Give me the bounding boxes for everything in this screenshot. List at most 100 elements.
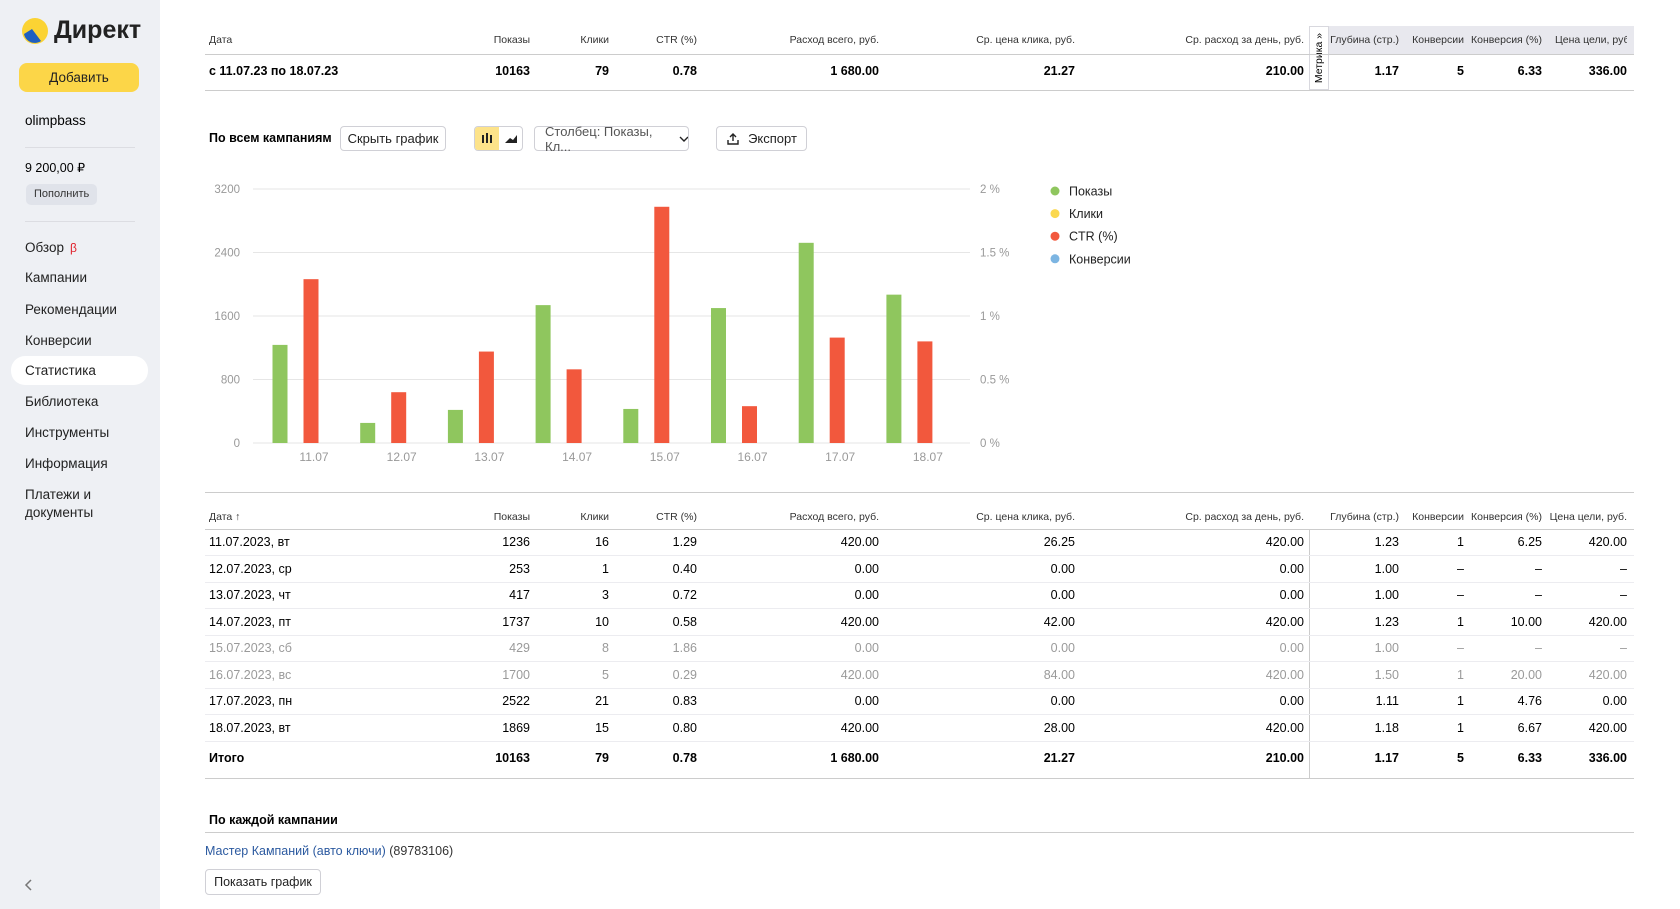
y-tick-label: 3200 (214, 184, 240, 196)
daily-cell: 0.40 (672, 561, 697, 576)
y-tick-label: 2400 (214, 248, 240, 260)
campaign-link[interactable]: Мастер Кампаний (авто ключи) (205, 844, 386, 858)
balance: 9 200,00 ₽ (25, 161, 86, 175)
daily-cell: 0.58 (672, 614, 697, 629)
nav-item[interactable]: Библиотека (25, 394, 99, 409)
daily-cell: – (1620, 588, 1627, 602)
total-cell: 336.00 (1588, 751, 1627, 765)
nav-item[interactable]: Обзор β (25, 240, 77, 255)
user-name: olimpbass (25, 113, 86, 128)
y-tick-label: 1600 (214, 311, 240, 323)
y2-tick-label: 2 % (980, 184, 1000, 196)
nav-item[interactable]: Платежи и документы (25, 487, 94, 520)
daily-cell: 1869 (502, 720, 530, 735)
daily-cell: 21 (595, 694, 609, 708)
metrika-label[interactable]: Метрика » (1313, 32, 1325, 84)
nav-item[interactable]: Статистика (25, 363, 96, 378)
total-cell: 10163 (495, 751, 530, 765)
total-cell: 6.33 (1517, 751, 1542, 765)
separator (205, 832, 1634, 833)
total-cell: 0.78 (672, 751, 697, 765)
x-tick-label: 11.07 (299, 450, 328, 464)
daily-cell: 0.00 (1050, 694, 1075, 708)
daily-cell: 420.00 (840, 667, 879, 682)
daily-cell: 420.00 (840, 720, 879, 735)
daily-cell: 10.00 (1510, 614, 1542, 629)
daily-cell: 420.00 (1588, 535, 1627, 549)
chart-type-toggle[interactable] (474, 126, 523, 151)
daily-cell: 1737 (502, 614, 530, 629)
separator (205, 90, 1634, 91)
daily-cell: 0.00 (854, 694, 879, 708)
total-cell: 1 680.00 (830, 751, 879, 765)
daily-cell: 420.00 (1588, 614, 1627, 629)
row-separator (205, 608, 1634, 609)
nav-item[interactable]: Инструменты (25, 425, 110, 440)
daily-header-cell: Показы (493, 511, 530, 523)
show-chart-button[interactable]: Показать график (205, 869, 321, 895)
nav-item[interactable]: Рекомендации (25, 302, 117, 317)
row-separator (205, 661, 1634, 662)
daily-cell: 429 (509, 641, 530, 655)
section-title: По всем кампаниям (209, 131, 332, 145)
daily-cell: 15.07.2023, сб (209, 641, 292, 655)
daily-cell: 420.00 (1265, 535, 1304, 549)
daily-cell: 42.00 (1043, 614, 1075, 629)
x-tick-label: 15.07 (650, 450, 680, 464)
daily-cell: 0.29 (672, 667, 697, 682)
daily-cell: 16 (595, 535, 609, 549)
daily-cell: 0.00 (854, 588, 879, 602)
daily-cell: 1 (602, 561, 609, 576)
daily-cell: 420.00 (840, 535, 879, 549)
daily-header-cell: Цена цели, руб. (1549, 511, 1627, 523)
collapse-icon[interactable] (22, 878, 36, 892)
daily-cell: 420.00 (1588, 720, 1627, 735)
summary-header-cell: Дата (209, 34, 233, 46)
daily-cell: 18.07.2023, вт (209, 720, 291, 735)
nav-item[interactable]: Кампании (25, 270, 88, 285)
y2-tick-label: 1 % (980, 311, 1000, 323)
bar (711, 308, 726, 443)
hide-chart-button[interactable]: Скрыть график (340, 126, 446, 151)
summary-header-cell: Показы (493, 34, 530, 46)
summary-cell: 336.00 (1588, 64, 1627, 78)
daily-cell: 11.07.2023, вт (209, 535, 290, 549)
daily-cell: 0.00 (1050, 641, 1075, 655)
daily-cell: 1 (1457, 694, 1464, 708)
daily-header-cell: CTR (%) (656, 511, 697, 523)
legend-marker (1050, 254, 1060, 264)
summary-cell: 1.17 (1374, 64, 1399, 78)
campaigns-title: По каждой кампании (209, 813, 338, 827)
column-select[interactable]: Столбец: Показы, Кл... (534, 124, 689, 154)
daily-cell: 84.00 (1043, 667, 1075, 682)
export-button[interactable]: Экспорт (716, 126, 807, 151)
daily-cell: 0.00 (1279, 641, 1304, 655)
daily-cell: 420.00 (1265, 614, 1304, 629)
bar (566, 369, 582, 443)
bar (742, 406, 757, 443)
bar-icon (482, 133, 492, 143)
bar-toggle[interactable] (475, 127, 499, 150)
summary-header-cell: Конверсии (1412, 34, 1464, 46)
nav-item[interactable]: Конверсии (25, 333, 92, 348)
daily-cell: 1.00 (1374, 641, 1399, 655)
daily-cell: 12.07.2023, ср (209, 561, 292, 576)
daily-header-cell: Глубина (стр.) (1330, 511, 1399, 523)
separator (205, 529, 1634, 530)
topup-button[interactable]: Пополнить (26, 184, 98, 205)
x-tick-label: 13.07 (474, 450, 504, 464)
daily-cell: 0.00 (854, 561, 879, 576)
nav-item[interactable]: Информация (25, 456, 108, 471)
daily-cell: 0.00 (1602, 694, 1627, 708)
bar (303, 279, 319, 443)
daily-cell: 1.23 (1374, 535, 1399, 549)
y-tick-label: 800 (221, 375, 240, 387)
campaign-id: (89783106) (389, 844, 454, 858)
add-button[interactable]: Добавить (19, 63, 139, 92)
separator (25, 221, 135, 222)
daily-cell: 417 (509, 588, 530, 602)
daily-header-cell: Конверсии (1412, 511, 1464, 523)
area-icon[interactable] (499, 127, 523, 150)
daily-cell: 16.07.2023, вс (209, 667, 292, 682)
row-separator (205, 581, 1634, 583)
